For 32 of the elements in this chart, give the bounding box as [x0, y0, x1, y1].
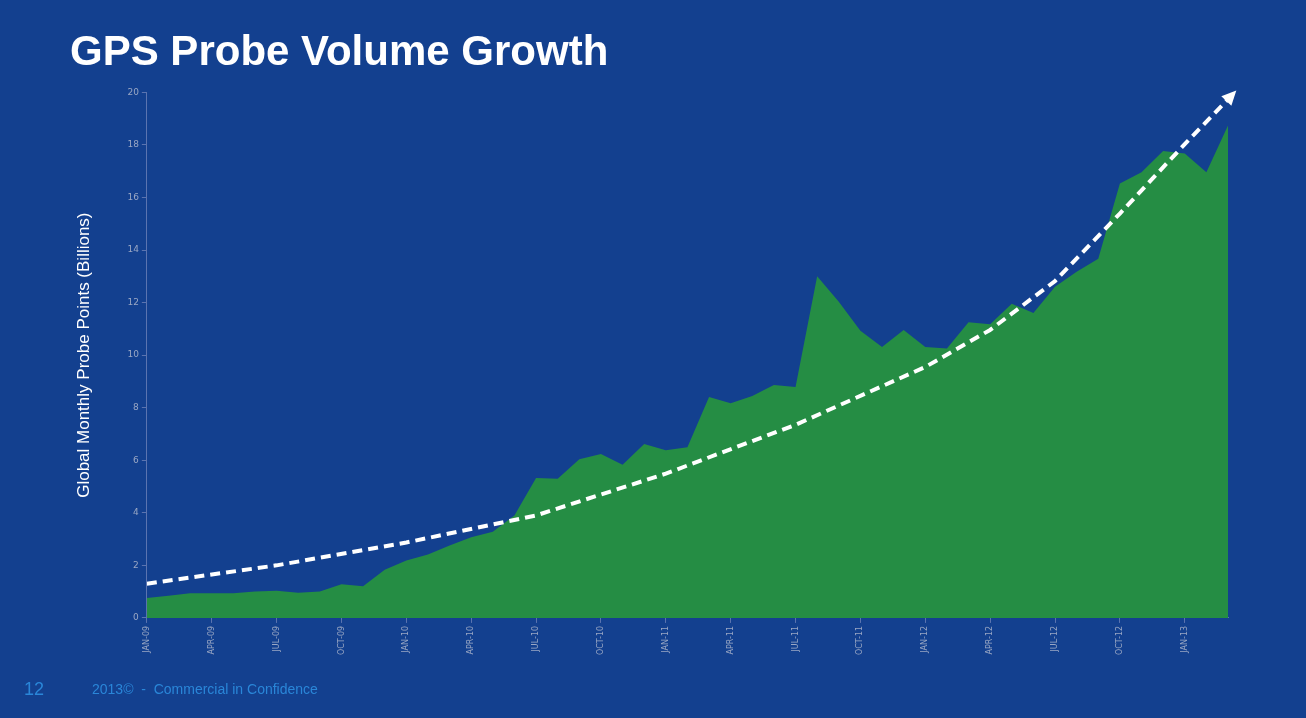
y-tick-label: 14: [127, 244, 140, 255]
x-tick-label: APR-11: [725, 625, 735, 655]
x-tick-label: APR-10: [466, 625, 476, 655]
chart-title: GPS Probe Volume Growth: [70, 26, 609, 74]
x-tick-label: JAN-10: [401, 625, 411, 654]
y-tick-label: 2: [133, 559, 139, 570]
text: 2013© - Commercial in Confidence: [92, 680, 319, 697]
y-tick-label: 0: [133, 612, 140, 623]
y-tick-label: 10: [127, 349, 140, 360]
y-tick-label: 18: [127, 139, 140, 150]
x-tick-label: JAN-13: [1179, 625, 1189, 654]
y-tick-label: 16: [127, 191, 140, 202]
y-tick-label: 4: [133, 507, 140, 518]
y-tick-label: 8: [133, 402, 140, 413]
x-tick-label: JAN-11: [660, 625, 670, 654]
x-tick-label: JAN-09: [141, 625, 151, 654]
x-tick-label: JUL-11: [790, 625, 800, 653]
x-tick-label: OCT-12: [1114, 625, 1124, 656]
x-tick-label: OCT-11: [855, 625, 865, 656]
text: 12: [24, 678, 45, 699]
y-tick-label: 12: [127, 296, 139, 307]
y-tick-label: 20: [127, 86, 140, 97]
x-tick-label: JAN-12: [920, 625, 930, 654]
x-tick-label: JUL-09: [271, 625, 281, 653]
y-axis-title: Global Monthly Probe Points (Billions): [73, 212, 93, 498]
x-tick-label: OCT-09: [336, 625, 346, 656]
x-tick-label: APR-12: [985, 625, 995, 655]
y-tick-label: 6: [133, 454, 140, 465]
x-tick-label: JUL-12: [1050, 625, 1060, 653]
x-tick-label: APR-09: [206, 625, 216, 655]
x-tick-label: JUL-10: [531, 625, 541, 653]
x-tick-label: OCT-10: [596, 625, 606, 656]
